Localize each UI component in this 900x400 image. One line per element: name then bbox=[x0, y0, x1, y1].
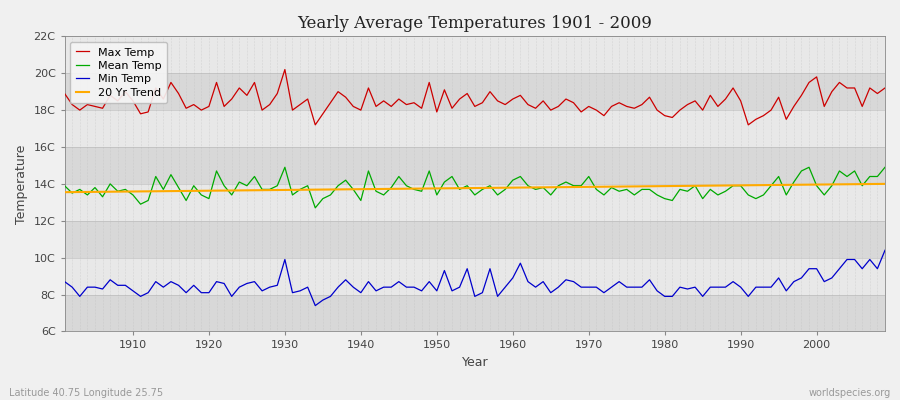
Min Temp bbox=[340, 277, 351, 282]
Bar bbox=[65, 221, 885, 258]
Min Temp bbox=[59, 279, 70, 284]
Min Temp bbox=[287, 290, 298, 295]
Max Temp bbox=[280, 67, 291, 72]
Max Temp bbox=[347, 104, 358, 109]
Max Temp bbox=[294, 102, 305, 107]
Y-axis label: Temperature: Temperature bbox=[15, 144, 28, 224]
Bar bbox=[65, 147, 885, 184]
Min Temp bbox=[879, 248, 890, 253]
Max Temp bbox=[515, 93, 526, 98]
Min Temp bbox=[515, 261, 526, 266]
Min Temp bbox=[310, 303, 320, 308]
Mean Temp bbox=[59, 183, 70, 188]
Max Temp bbox=[120, 89, 130, 94]
Line: Max Temp: Max Temp bbox=[65, 70, 885, 125]
Text: Latitude 40.75 Longitude 25.75: Latitude 40.75 Longitude 25.75 bbox=[9, 388, 163, 398]
Mean Temp bbox=[523, 183, 534, 188]
Max Temp bbox=[523, 102, 534, 107]
Mean Temp bbox=[280, 165, 291, 170]
Max Temp bbox=[59, 91, 70, 96]
Bar bbox=[65, 184, 885, 221]
Legend: Max Temp, Mean Temp, Min Temp, 20 Yr Trend: Max Temp, Mean Temp, Min Temp, 20 Yr Tre… bbox=[70, 42, 167, 104]
Mean Temp bbox=[310, 206, 320, 210]
Max Temp bbox=[879, 86, 890, 90]
Min Temp bbox=[606, 285, 616, 290]
Bar bbox=[65, 73, 885, 110]
Mean Temp bbox=[515, 174, 526, 179]
Mean Temp bbox=[294, 187, 305, 192]
Min Temp bbox=[508, 276, 518, 280]
Text: worldspecies.org: worldspecies.org bbox=[809, 388, 891, 398]
X-axis label: Year: Year bbox=[462, 356, 488, 369]
Mean Temp bbox=[120, 187, 130, 192]
Bar bbox=[65, 36, 885, 73]
Max Temp bbox=[614, 100, 625, 105]
Title: Yearly Average Temperatures 1901 - 2009: Yearly Average Temperatures 1901 - 2009 bbox=[297, 15, 652, 32]
Bar bbox=[65, 258, 885, 294]
Mean Temp bbox=[614, 189, 625, 194]
Mean Temp bbox=[347, 187, 358, 192]
Min Temp bbox=[120, 283, 130, 288]
Line: Min Temp: Min Temp bbox=[65, 250, 885, 306]
Bar bbox=[65, 110, 885, 147]
Line: Mean Temp: Mean Temp bbox=[65, 167, 885, 208]
Mean Temp bbox=[879, 165, 890, 170]
Max Temp bbox=[310, 122, 320, 127]
Bar bbox=[65, 294, 885, 332]
